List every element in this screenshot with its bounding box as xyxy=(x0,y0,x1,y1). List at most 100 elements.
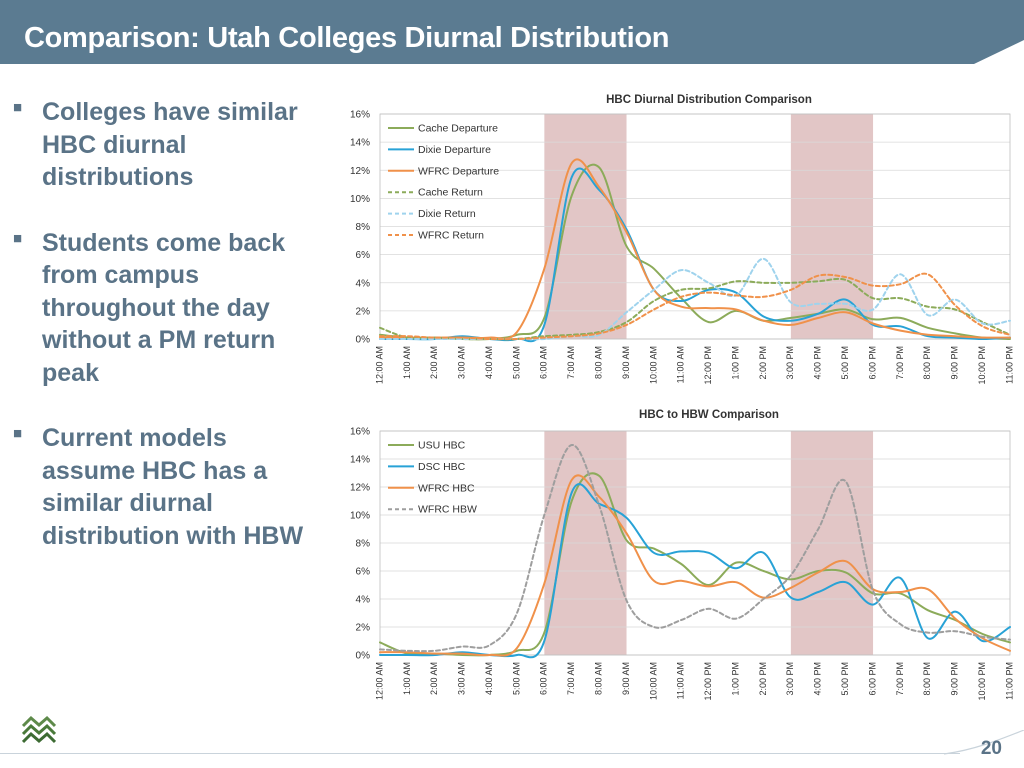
x-tick-label: 6:00 AM xyxy=(539,662,549,695)
x-tick-label: 8:00 PM xyxy=(922,346,932,380)
x-tick-label: 1:00 AM xyxy=(402,346,412,379)
hbc-hbw-chart: 0% 2% 4% 6% 8% 10% 12% 14% 16% 12:00 AM 1:00 AM 2:0… xyxy=(350,409,1014,701)
x-tick-label: 3:00 AM xyxy=(457,662,467,695)
y-tick-label: 8% xyxy=(356,222,371,233)
square-bullet-icon: ■ xyxy=(13,229,23,247)
legend-label: Cache Departure xyxy=(418,123,498,135)
bullet-item: ■ Colleges have similar HBC diurnal dist… xyxy=(10,96,315,194)
y-tick-label: 10% xyxy=(350,511,370,522)
x-tick-label: 8:00 PM xyxy=(922,662,932,696)
legend-label: USU HBC xyxy=(418,440,466,452)
x-tick-label: 4:00 PM xyxy=(813,346,823,380)
y-tick-label: 4% xyxy=(356,595,371,606)
legend-label: WFRC HBW xyxy=(418,504,477,516)
footer-corner-curve xyxy=(944,730,1024,755)
bullet-list: ■ Colleges have similar HBC diurnal dist… xyxy=(10,96,315,585)
y-tick-label: 0% xyxy=(356,651,371,662)
x-tick-label: 9:00 AM xyxy=(621,662,631,695)
x-tick-label: 10:00 AM xyxy=(648,662,658,700)
legend-label: WFRC Departure xyxy=(418,165,499,177)
series-line xyxy=(379,272,1011,341)
bullet-text: Colleges have similar HBC diurnal distri… xyxy=(42,98,298,191)
x-tick-label: 2:00 AM xyxy=(429,662,439,695)
x-tick-label: 10:00 PM xyxy=(977,346,987,385)
x-tick-label: 7:00 AM xyxy=(566,346,576,379)
y-tick-label: 4% xyxy=(356,278,371,289)
y-tick-label: 8% xyxy=(356,539,371,550)
series-line xyxy=(379,472,1011,657)
y-tick-label: 14% xyxy=(350,455,370,466)
x-tick-label: 3:00 AM xyxy=(457,346,467,379)
x-tick-label: 5:00 PM xyxy=(840,346,850,380)
y-tick-label: 10% xyxy=(350,194,370,205)
chart-title: HBC Diurnal Distribution Comparison xyxy=(606,94,812,106)
footer-line xyxy=(0,753,960,754)
y-tick-label: 12% xyxy=(350,483,370,494)
legend-label: DSC HBC xyxy=(418,461,466,473)
page-number: 20 xyxy=(980,738,1002,759)
x-tick-label: 2:00 PM xyxy=(758,346,768,380)
y-tick-label: 2% xyxy=(356,623,371,634)
y-tick-label: 16% xyxy=(350,110,370,121)
x-tick-label: 12:00 AM xyxy=(374,662,384,700)
legend-label: Cache Return xyxy=(418,187,483,199)
x-tick-label: 12:00 PM xyxy=(703,662,713,701)
x-tick-label: 4:00 AM xyxy=(484,346,494,379)
hbc-diurnal-chart: 0% 2% 4% 6% 8% 10% 12% 14% 16% 12:00 AM 1:00 AM 2:0… xyxy=(350,94,1014,385)
x-tick-label: 9:00 PM xyxy=(950,346,960,380)
x-tick-label: 5:00 AM xyxy=(511,346,521,379)
y-tick-label: 0% xyxy=(356,335,371,346)
plot-area xyxy=(379,430,1011,656)
x-tick-label: 3:00 PM xyxy=(785,662,795,696)
legend-label: Dixie Departure xyxy=(418,144,491,156)
legend-label: Dixie Return xyxy=(418,208,476,220)
x-tick-label: 6:00 PM xyxy=(867,662,877,696)
x-tick-label: 11:00 PM xyxy=(1004,662,1014,700)
slide-title: Comparison: Utah Colleges Diurnal Distri… xyxy=(24,22,670,54)
y-tick-label: 6% xyxy=(356,567,371,578)
bullet-item: ■ Students come back from campus through… xyxy=(10,227,315,390)
y-tick-label: 16% xyxy=(350,427,370,438)
x-tick-label: 1:00 PM xyxy=(730,346,740,380)
x-tick-label: 6:00 PM xyxy=(867,346,877,380)
bullet-text: Current models assume HBC has a similar … xyxy=(42,424,304,550)
chart-title: HBC to HBW Comparison xyxy=(639,409,779,421)
title-bar xyxy=(0,0,1024,64)
x-tick-label: 10:00 PM xyxy=(977,662,987,701)
x-tick-label: 6:00 AM xyxy=(539,346,549,379)
legend-label: WFRC HBC xyxy=(418,482,475,494)
x-tick-label: 7:00 PM xyxy=(895,346,905,380)
x-tick-label: 7:00 PM xyxy=(895,662,905,696)
x-tick-label: 7:00 AM xyxy=(566,662,576,695)
y-tick-label: 14% xyxy=(350,138,370,149)
x-tick-label: 8:00 AM xyxy=(594,662,604,695)
x-tick-label: 12:00 PM xyxy=(703,346,713,385)
y-tick-label: 12% xyxy=(350,166,370,177)
x-tick-label: 11:00 PM xyxy=(1004,346,1014,384)
bullet-text: Students come back from campus throughou… xyxy=(42,228,286,387)
logo-icon xyxy=(22,714,56,746)
y-tick-label: 6% xyxy=(356,250,371,261)
series-line xyxy=(379,444,1011,653)
series-line xyxy=(379,257,1011,341)
x-tick-label: 11:00 AM xyxy=(676,346,686,383)
x-tick-label: 5:00 PM xyxy=(840,662,850,696)
x-tick-label: 4:00 PM xyxy=(813,662,823,696)
x-tick-label: 10:00 AM xyxy=(648,346,658,384)
bullet-item: ■ Current models assume HBC has a simila… xyxy=(10,422,315,552)
x-tick-label: 9:00 PM xyxy=(950,662,960,696)
square-bullet-icon: ■ xyxy=(13,425,23,442)
x-tick-label: 9:00 AM xyxy=(621,346,631,379)
x-tick-label: 2:00 PM xyxy=(758,662,768,696)
x-tick-label: 4:00 AM xyxy=(484,662,494,695)
plot-area xyxy=(379,113,1011,340)
series-line xyxy=(379,158,1011,340)
x-tick-label: 1:00 PM xyxy=(730,662,740,696)
square-bullet-icon: ■ xyxy=(13,99,23,116)
x-tick-label: 2:00 AM xyxy=(429,346,439,379)
title-bar-notch xyxy=(974,40,1024,64)
x-tick-label: 11:00 AM xyxy=(676,662,686,699)
legend-label: WFRC Return xyxy=(418,230,484,242)
x-tick-label: 5:00 AM xyxy=(511,662,521,695)
x-tick-label: 1:00 AM xyxy=(402,662,412,695)
